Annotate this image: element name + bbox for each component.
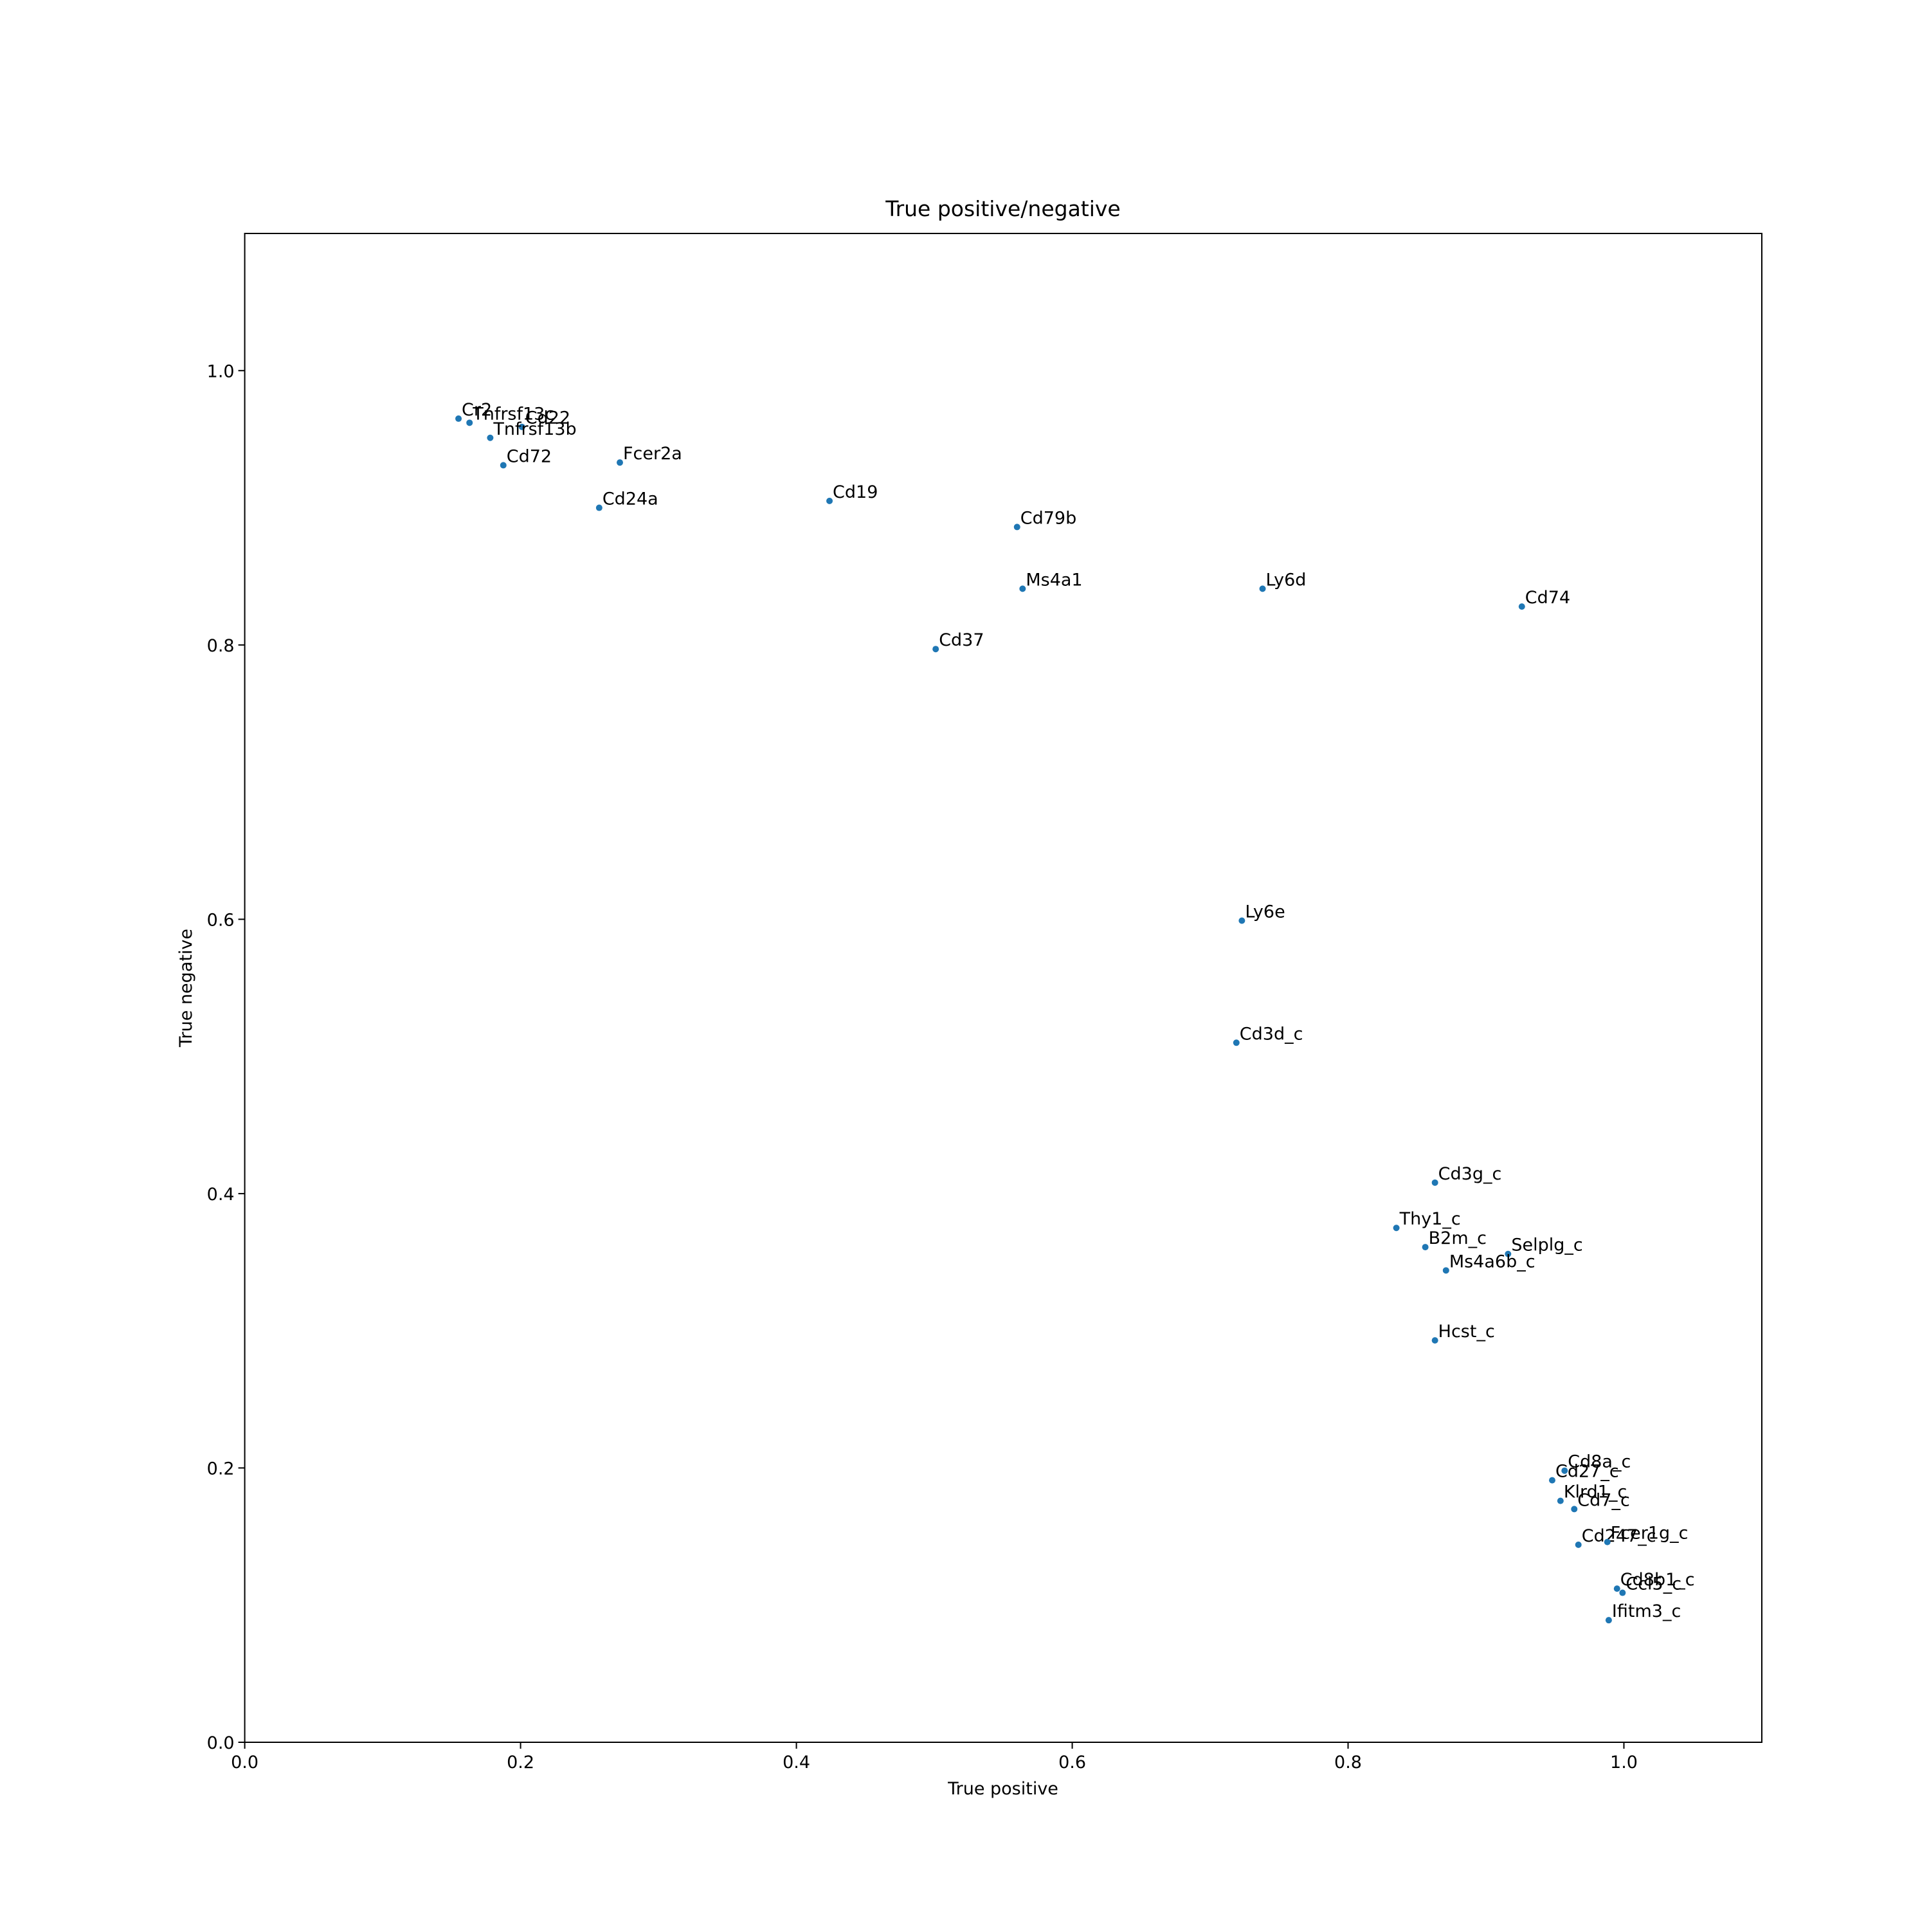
point-label: Cd27_c	[1555, 1462, 1619, 1482]
point	[1613, 1585, 1620, 1592]
point	[1548, 1477, 1555, 1484]
point-label: Cd8a_c	[1568, 1452, 1631, 1472]
chart-title: True positive/negative	[885, 196, 1120, 221]
point-label: Fcer1g_c	[1611, 1524, 1689, 1544]
y-tick-label: 0.0	[207, 1733, 235, 1753]
point-label: Cd72	[507, 446, 552, 466]
point-label: Ly6d	[1266, 570, 1307, 590]
point	[1561, 1467, 1568, 1474]
point	[1259, 585, 1266, 592]
point-label: Hcst_c	[1438, 1322, 1495, 1342]
point	[617, 459, 624, 466]
y-tick-label: 0.6	[207, 910, 235, 930]
point-label: Cd37	[939, 630, 984, 650]
point-label: Ly6e	[1245, 902, 1285, 922]
point-label: Tnfrsf13c	[472, 404, 554, 424]
x-tick-label: 0.2	[507, 1753, 534, 1773]
point	[1422, 1244, 1429, 1251]
point-label: Cd19	[833, 482, 878, 502]
point-label: Cd3d_c	[1240, 1024, 1303, 1044]
plot-frame	[244, 233, 1762, 1743]
point	[1442, 1267, 1449, 1274]
point-label: Cd79b	[1020, 508, 1077, 528]
point-label: Klrd1_c	[1564, 1482, 1627, 1502]
point	[500, 462, 507, 469]
point-label: Ms4a6b_c	[1449, 1252, 1535, 1271]
point-label: B2m_c	[1429, 1228, 1487, 1248]
point-label: Cd22	[525, 408, 570, 428]
y-tick-label: 1.0	[207, 361, 235, 381]
point	[1238, 917, 1245, 924]
point	[1557, 1497, 1564, 1504]
point-label: Ifitm3_c	[1612, 1601, 1681, 1621]
point	[595, 504, 602, 511]
x-tick-label: 0.4	[783, 1753, 810, 1773]
x-tick-label: 1.0	[1610, 1753, 1638, 1773]
y-tick-label: 0.8	[207, 636, 235, 656]
x-axis-label: True positive	[947, 1779, 1058, 1799]
point	[826, 497, 833, 504]
point	[487, 434, 494, 441]
point	[1431, 1179, 1438, 1186]
point-label: Cd247_c	[1582, 1526, 1656, 1546]
point-label: Cd74	[1525, 588, 1570, 608]
x-tick-label: 0.8	[1334, 1753, 1362, 1773]
point-label: Ccl5_c	[1626, 1574, 1681, 1594]
point	[466, 419, 473, 426]
point	[1605, 1617, 1612, 1624]
point	[1505, 1250, 1512, 1257]
point	[1619, 1589, 1626, 1596]
point-label: Tnfrsf13b	[493, 419, 576, 439]
point-label: Cd3g_c	[1438, 1164, 1502, 1184]
point-label: Cd24a	[602, 489, 658, 509]
point	[1233, 1039, 1240, 1046]
y-tick-label: 0.2	[207, 1459, 235, 1479]
point	[455, 415, 462, 422]
point	[932, 646, 939, 653]
y-tick-label: 0.4	[207, 1185, 235, 1205]
point	[1604, 1538, 1611, 1545]
point	[1571, 1506, 1578, 1513]
y-axis-label: True negative	[176, 929, 196, 1048]
point	[1575, 1541, 1582, 1548]
point	[1013, 524, 1020, 531]
point-label: Cr2	[462, 400, 492, 420]
point-label: Ms4a1	[1026, 570, 1082, 590]
point	[1019, 585, 1026, 592]
point	[1518, 603, 1525, 610]
x-tick-label: 0.0	[231, 1753, 258, 1773]
point-label: Fcer2a	[623, 444, 682, 464]
x-tick-label: 0.6	[1058, 1753, 1086, 1773]
point	[518, 423, 525, 430]
point	[1393, 1225, 1400, 1232]
point-label: Thy1_c	[1399, 1209, 1461, 1229]
point	[1431, 1337, 1438, 1344]
point-label: Selplg_c	[1511, 1235, 1582, 1255]
point-label: Cd8b1_c	[1620, 1570, 1695, 1590]
point-label: Cd7_c	[1577, 1490, 1630, 1510]
